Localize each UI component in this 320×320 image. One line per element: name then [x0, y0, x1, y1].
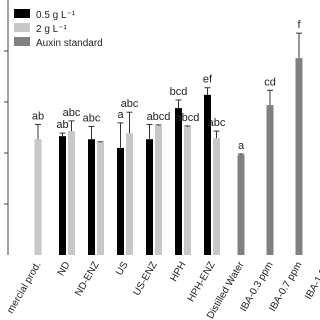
- x-tick-label: mercial prod.: [5, 260, 43, 316]
- significance-letter: abcd: [147, 111, 171, 123]
- significance-letter: abc: [83, 112, 101, 124]
- significance-letter: a: [238, 140, 245, 152]
- significance-letter: cd: [264, 76, 276, 88]
- legend-swatch: [14, 37, 30, 46]
- bar: [184, 126, 191, 256]
- bar: [237, 155, 245, 255]
- significance-letter: bcd: [170, 86, 188, 98]
- bar: [34, 139, 42, 255]
- bar: [88, 139, 95, 255]
- legend-label: 2 g L⁻¹: [36, 24, 68, 35]
- bar: [68, 131, 75, 255]
- bar: [146, 139, 153, 255]
- bar: [266, 105, 274, 255]
- significance-letter: abc: [208, 117, 226, 129]
- x-tick-label: HPH-ENZ: [186, 260, 218, 304]
- bar: [97, 142, 104, 255]
- bar: [213, 138, 220, 255]
- x-tick-label: ND: [56, 260, 73, 278]
- legend-swatch: [14, 9, 30, 18]
- x-tick-label: ND-ENZ: [73, 260, 101, 298]
- significance-letter: abc: [63, 107, 81, 119]
- significance-letter: ef: [203, 74, 213, 86]
- significance-letter: ab: [56, 119, 68, 131]
- x-tick-label: IBA-1.0 p: [303, 260, 320, 302]
- significance-letter: a: [117, 109, 124, 121]
- bar: [126, 133, 133, 255]
- significance-letter: abcd: [176, 112, 200, 124]
- x-tick-label: US-ENZ: [131, 260, 159, 298]
- bar: [204, 94, 211, 255]
- bar: [155, 125, 162, 255]
- bar: [117, 147, 124, 255]
- significance-letter: abc: [121, 98, 139, 110]
- bar: [59, 136, 66, 255]
- bar: [175, 108, 182, 256]
- legend-swatch: [14, 23, 30, 32]
- significance-letter: f: [297, 19, 301, 31]
- x-tick-label: HPH: [169, 260, 189, 284]
- bar: [295, 58, 303, 255]
- legend-label: 0.5 g L⁻¹: [36, 10, 76, 21]
- x-tick-label: US: [114, 260, 131, 278]
- significance-letter: ab: [32, 110, 44, 122]
- legend-label: Auxin standard: [36, 38, 103, 49]
